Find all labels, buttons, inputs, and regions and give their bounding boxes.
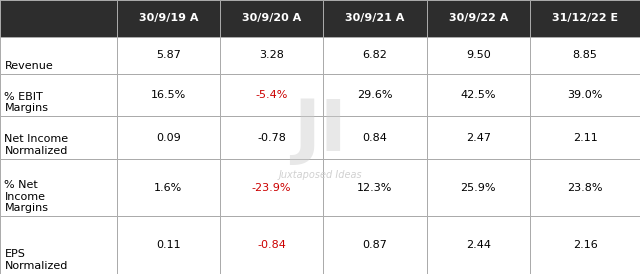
Text: 31/12/22 E: 31/12/22 E [552,13,618,24]
Text: 30/9/20 A: 30/9/20 A [242,13,301,24]
Text: 0.84: 0.84 [363,133,387,143]
Bar [220,116,323,159]
Text: 42.5%: 42.5% [461,90,496,100]
Bar [116,216,220,274]
Bar [530,37,640,74]
Text: 1.6%: 1.6% [154,183,182,193]
Bar [0,37,116,74]
Text: -0.78: -0.78 [257,133,286,143]
Bar [427,37,530,74]
Text: JI: JI [293,97,347,166]
Bar [116,0,220,37]
Text: 16.5%: 16.5% [150,90,186,100]
Text: % Net
Income
Margins: % Net Income Margins [4,180,49,213]
Bar [116,37,220,74]
Bar [323,159,427,216]
Bar [220,0,323,37]
Text: 30/9/21 A: 30/9/21 A [346,13,404,24]
Bar [0,0,116,37]
Text: 30/9/19 A: 30/9/19 A [139,13,198,24]
Bar [0,74,116,116]
Text: EPS
Normalized: EPS Normalized [4,249,68,271]
Bar [530,216,640,274]
Bar [427,0,530,37]
Bar [530,0,640,37]
Bar [220,216,323,274]
Text: 30/9/22 A: 30/9/22 A [449,13,508,24]
Bar [323,0,427,37]
Bar [116,116,220,159]
Text: 2.11: 2.11 [573,133,597,143]
Text: 8.85: 8.85 [573,50,597,61]
Bar [116,74,220,116]
Text: 12.3%: 12.3% [357,183,393,193]
Text: 2.44: 2.44 [466,240,491,250]
Text: Revenue: Revenue [4,61,53,71]
Bar [427,216,530,274]
Bar [0,159,116,216]
Text: 0.87: 0.87 [363,240,387,250]
Text: 2.47: 2.47 [466,133,491,143]
Text: -5.4%: -5.4% [255,90,288,100]
Text: 6.82: 6.82 [363,50,387,61]
Text: 5.87: 5.87 [156,50,180,61]
Text: -23.9%: -23.9% [252,183,291,193]
Text: 2.16: 2.16 [573,240,597,250]
Bar [220,159,323,216]
Bar [427,159,530,216]
Text: 25.9%: 25.9% [461,183,496,193]
Bar [530,74,640,116]
Text: -0.84: -0.84 [257,240,286,250]
Bar [427,74,530,116]
Text: 23.8%: 23.8% [567,183,603,193]
Text: Juxtaposed Ideas: Juxtaposed Ideas [278,170,362,180]
Text: 3.28: 3.28 [259,50,284,61]
Text: 0.11: 0.11 [156,240,180,250]
Bar [323,116,427,159]
Bar [323,74,427,116]
Bar [0,116,116,159]
Bar [323,216,427,274]
Text: Net Income
Normalized: Net Income Normalized [4,134,68,156]
Bar [220,37,323,74]
Bar [323,37,427,74]
Bar [530,116,640,159]
Bar [0,216,116,274]
Bar [427,116,530,159]
Bar [116,159,220,216]
Text: 29.6%: 29.6% [357,90,393,100]
Text: % EBIT
Margins: % EBIT Margins [4,92,49,113]
Text: 39.0%: 39.0% [567,90,603,100]
Text: 9.50: 9.50 [466,50,491,61]
Bar [530,159,640,216]
Bar [220,74,323,116]
Text: 0.09: 0.09 [156,133,180,143]
